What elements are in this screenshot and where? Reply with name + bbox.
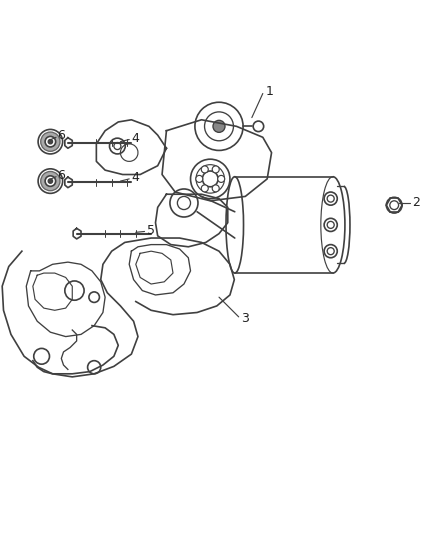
Circle shape [34, 349, 49, 364]
Circle shape [201, 185, 208, 192]
Circle shape [38, 130, 63, 154]
Text: 3: 3 [241, 312, 249, 325]
Text: 1: 1 [265, 85, 273, 98]
Text: 4: 4 [132, 171, 140, 184]
Circle shape [324, 192, 337, 205]
Text: 2: 2 [412, 197, 420, 209]
Circle shape [45, 136, 56, 147]
Circle shape [253, 121, 264, 132]
Circle shape [324, 245, 337, 258]
Circle shape [170, 189, 198, 217]
Circle shape [45, 176, 56, 187]
Circle shape [48, 179, 53, 183]
Circle shape [195, 102, 243, 150]
Circle shape [38, 169, 63, 193]
Text: 6: 6 [57, 130, 65, 142]
Circle shape [89, 292, 99, 302]
Circle shape [41, 172, 60, 191]
Text: 6: 6 [57, 169, 65, 182]
Circle shape [48, 140, 53, 144]
Circle shape [65, 281, 84, 300]
Circle shape [110, 138, 125, 154]
Circle shape [218, 175, 225, 182]
Circle shape [88, 361, 101, 374]
Circle shape [212, 166, 219, 173]
Text: 4: 4 [132, 132, 140, 144]
Circle shape [41, 132, 60, 151]
Circle shape [324, 219, 337, 231]
Text: 5: 5 [147, 224, 155, 237]
Circle shape [386, 197, 402, 213]
Circle shape [213, 120, 225, 132]
Circle shape [212, 185, 219, 192]
Circle shape [196, 175, 203, 182]
Circle shape [201, 166, 208, 173]
Circle shape [202, 171, 218, 187]
